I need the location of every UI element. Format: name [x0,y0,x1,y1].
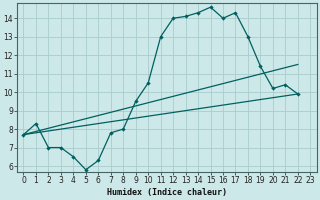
X-axis label: Humidex (Indice chaleur): Humidex (Indice chaleur) [107,188,227,197]
